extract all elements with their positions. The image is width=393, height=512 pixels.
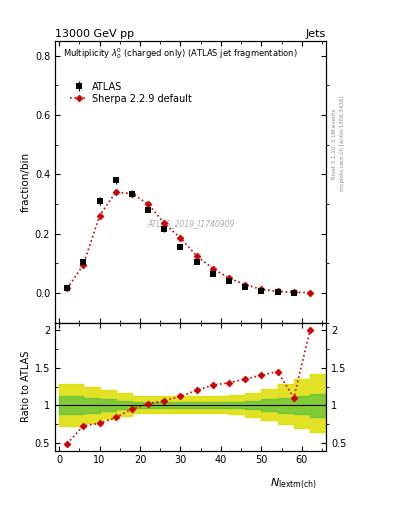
Text: ATLAS_2019_I1740909: ATLAS_2019_I1740909 [147,220,234,228]
Text: 13000 GeV pp: 13000 GeV pp [55,29,134,39]
Text: Jets: Jets [306,29,326,39]
Sherpa 2.2.9 default [211,266,215,272]
Sherpa 2.2.9 default [308,290,312,296]
Sherpa 2.2.9 default [227,275,231,281]
Text: Rivet 3.1.10, 3.1M events: Rivet 3.1.10, 3.1M events [332,108,337,179]
Sherpa 2.2.9 default [81,262,86,268]
Sherpa 2.2.9 default [292,289,296,295]
Text: Multiplicity $\lambda_{0}^{0}$ (charged only) (ATLAS jet fragmentation): Multiplicity $\lambda_{0}^{0}$ (charged … [63,47,298,61]
Sherpa 2.2.9 default [130,190,134,197]
Sherpa 2.2.9 default [259,286,264,292]
Sherpa 2.2.9 default [275,288,280,294]
Sherpa 2.2.9 default [243,282,248,288]
Sherpa 2.2.9 default [113,189,118,195]
Sherpa 2.2.9 default [178,235,183,241]
Sherpa 2.2.9 default [146,201,151,207]
X-axis label: $N_{\mathrm{lextm(ch)}}$: $N_{\mathrm{lextm(ch)}}$ [270,476,317,490]
Line: Sherpa 2.2.9 default: Sherpa 2.2.9 default [65,190,312,295]
Sherpa 2.2.9 default [162,220,167,226]
Sherpa 2.2.9 default [194,253,199,259]
Y-axis label: Ratio to ATLAS: Ratio to ATLAS [20,351,31,422]
Legend: ATLAS, Sherpa 2.2.9 default: ATLAS, Sherpa 2.2.9 default [68,79,194,105]
Text: mcplots.cern.ch [arXiv:1306.3436]: mcplots.cern.ch [arXiv:1306.3436] [340,96,345,191]
Y-axis label: fraction/bin: fraction/bin [20,152,31,212]
Sherpa 2.2.9 default [65,285,70,291]
Sherpa 2.2.9 default [97,213,102,219]
